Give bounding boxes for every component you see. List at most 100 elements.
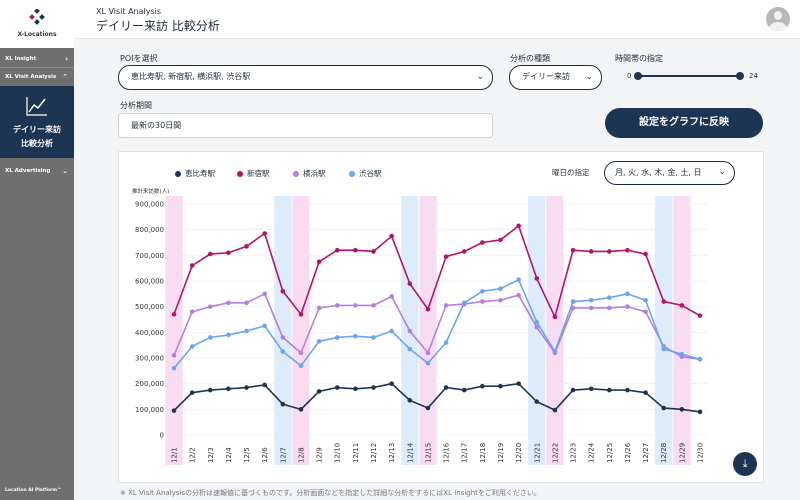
period-value: 最新の30日間 [131, 121, 182, 130]
y-tick-label: 100,000 [135, 406, 164, 414]
legend-shinjuku[interactable]: 新宿駅 [237, 168, 270, 179]
data-point [207, 304, 213, 309]
x-tick-label: 12/25 [606, 443, 614, 463]
sidebar-item-xl-advertising[interactable]: XL Advertising ⌄ [0, 162, 74, 180]
data-point [298, 312, 304, 317]
data-point [643, 251, 648, 257]
time-range-slider-end-handle[interactable] [736, 72, 744, 80]
time-range-label: 時間帯の指定 [615, 54, 663, 63]
data-point [697, 356, 703, 362]
y-tick-label: 800,000 [135, 226, 164, 234]
x-tick-label: 12/17 [461, 443, 469, 463]
data-point [226, 300, 231, 306]
data-point [679, 351, 685, 357]
x-tick-label: 12/23 [570, 443, 578, 463]
data-point [588, 297, 594, 303]
data-point [625, 387, 630, 393]
legend-yokohama[interactable]: 横浜駅 [293, 168, 326, 179]
data-point [371, 385, 376, 390]
data-point [189, 344, 195, 349]
x-tick-label: 12/21 [533, 443, 541, 463]
x-tick-label: 12/24 [588, 442, 596, 463]
legend-label: 新宿駅 [247, 169, 270, 178]
poi-select[interactable]: 恵比寿駅, 新宿駅, 横浜駅, 渋谷駅 ⌄ [118, 65, 493, 90]
sunday-highlight-band [165, 196, 183, 465]
sidebar-item-xl-insight[interactable]: XL Insight › [0, 50, 74, 68]
data-point [534, 324, 540, 330]
legend-dot [237, 171, 243, 177]
poi-select-value: 恵比寿駅, 新宿駅, 横浜駅, 渋谷駅 [131, 72, 251, 81]
x-tick-label: 12/20 [515, 443, 523, 463]
period-label: 分析期間 [120, 101, 152, 110]
x-tick-label: 12/1 [171, 447, 179, 463]
logo[interactable]: X-Locations [0, 0, 74, 48]
chevron-down-icon: ⌄ [718, 167, 726, 177]
x-tick-label: 12/10 [334, 443, 342, 463]
analysis-type-value: デイリー来訪 [522, 72, 570, 81]
time-range-max: 24 [749, 72, 758, 80]
y-axis-label: 推計来訪数(人) [132, 187, 169, 195]
weekday-value: 月, 火, 水, 木, 金, 土, 日 [615, 168, 702, 177]
data-point [643, 297, 648, 303]
data-point [353, 303, 358, 308]
period-field[interactable]: 最新の30日間 [118, 113, 493, 138]
time-range-slider-start-handle[interactable] [634, 72, 642, 80]
data-point [534, 319, 540, 325]
data-point [189, 263, 195, 268]
data-point [697, 313, 703, 318]
chevron-up-icon: ⌃ [62, 73, 68, 81]
data-point [480, 383, 485, 389]
sidebar-item-xl-visit-analysis[interactable]: XL Visit Analysis ⌃ [0, 68, 74, 86]
data-point [534, 276, 540, 281]
data-point [171, 408, 177, 413]
chevron-down-icon: ⌄ [62, 167, 68, 175]
page-title: デイリー来訪 比較分析 [96, 19, 220, 33]
data-point [334, 385, 340, 390]
legend-label: 横浜駅 [303, 169, 326, 178]
data-point [407, 328, 413, 334]
data-point [353, 386, 358, 392]
data-point [588, 249, 594, 254]
x-tick-label: 12/2 [189, 447, 197, 463]
apply-settings-button[interactable]: 設定をグラフに反映 [605, 108, 763, 138]
data-point [407, 346, 413, 352]
data-point [443, 254, 449, 259]
logo-mark-icon [29, 9, 45, 25]
data-point [625, 247, 630, 253]
y-tick-label: 700,000 [135, 252, 164, 260]
time-range-slider-track[interactable] [638, 75, 740, 77]
legend-shibuya[interactable]: 渋谷駅 [349, 168, 382, 179]
data-point [425, 306, 431, 312]
data-point [334, 247, 340, 253]
data-point [625, 291, 630, 297]
data-point [552, 407, 558, 413]
page-subtitle: XL Visit Analysis [96, 7, 162, 16]
saturday-highlight-band [274, 196, 292, 465]
data-point [226, 386, 231, 392]
data-point [298, 350, 304, 356]
x-tick-label: 12/27 [642, 443, 650, 463]
data-point [171, 353, 177, 358]
data-point [498, 237, 503, 243]
analysis-type-select[interactable]: デイリー来訪 ⌄ [509, 65, 602, 90]
data-point [480, 240, 485, 245]
sidebar-item-daily-visit-comparison[interactable]: デイリー来訪 比較分析 [0, 86, 74, 158]
data-point [371, 303, 376, 308]
weekday-select[interactable]: 月, 火, 水, 木, 金, 土, 日 ⌄ [604, 161, 735, 185]
x-tick-label: 12/14 [406, 442, 414, 463]
download-icon[interactable]: ⤓ [733, 452, 757, 476]
weekday-label: 曜日の指定 [552, 168, 590, 177]
x-tick-label: 12/16 [443, 442, 451, 463]
data-point [607, 387, 612, 393]
data-point [498, 286, 503, 291]
data-point [552, 314, 558, 320]
legend-ebisu[interactable]: 恵比寿駅 [175, 168, 215, 179]
data-point [262, 323, 267, 329]
x-tick-label: 12/6 [261, 447, 269, 463]
legend-label: 渋谷駅 [359, 169, 382, 178]
series-line-0 [173, 382, 701, 413]
user-avatar[interactable] [766, 7, 790, 31]
data-point [480, 299, 485, 304]
data-point [407, 398, 413, 403]
sidebar-item-label: XL Visit Analysis [5, 74, 57, 80]
